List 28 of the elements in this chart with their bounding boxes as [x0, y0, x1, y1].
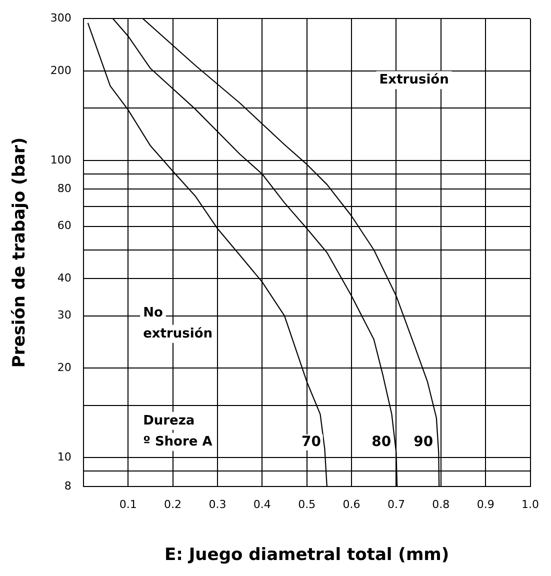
y-tick-label: 20: [57, 360, 72, 374]
x-axis-title: E: Juego diametral total (mm): [164, 545, 450, 566]
y-tick-label: 8: [64, 479, 72, 492]
series-label: 80: [372, 434, 392, 450]
x-tick-label: 0.7: [387, 498, 405, 511]
y-tick-label: 30: [57, 308, 72, 322]
x-tick-label: 0.2: [164, 498, 182, 511]
x-tick-label: 0.5: [298, 498, 316, 511]
annotation: Dureza º Shore A: [143, 413, 212, 450]
y-axis-title: Presión de trabajo (bar): [10, 137, 30, 368]
x-tick-label: 1.0: [522, 498, 540, 511]
series-label: 70: [301, 434, 322, 450]
y-tick-label: 60: [57, 219, 72, 232]
x-tick-label: 0.8: [432, 498, 450, 511]
annotation: No extrusión: [143, 305, 213, 342]
y-tick-label: 200: [50, 64, 72, 77]
y-tick-label: 100: [50, 153, 72, 166]
x-tick-label: 0.3: [208, 498, 226, 511]
x-tick-label: 0.4: [253, 498, 271, 511]
x-tick-label: 0.1: [119, 498, 137, 511]
y-tick-label: 40: [57, 272, 72, 285]
x-tick-label: 0.9: [476, 498, 494, 511]
series-label: 90: [414, 434, 434, 450]
annotation: Extrusión: [379, 72, 449, 88]
y-tick-label: 300: [50, 11, 72, 24]
y-tick-label: 10: [57, 450, 72, 464]
y-tick-label: 80: [57, 182, 72, 196]
x-tick-label: 0.6: [342, 498, 360, 511]
